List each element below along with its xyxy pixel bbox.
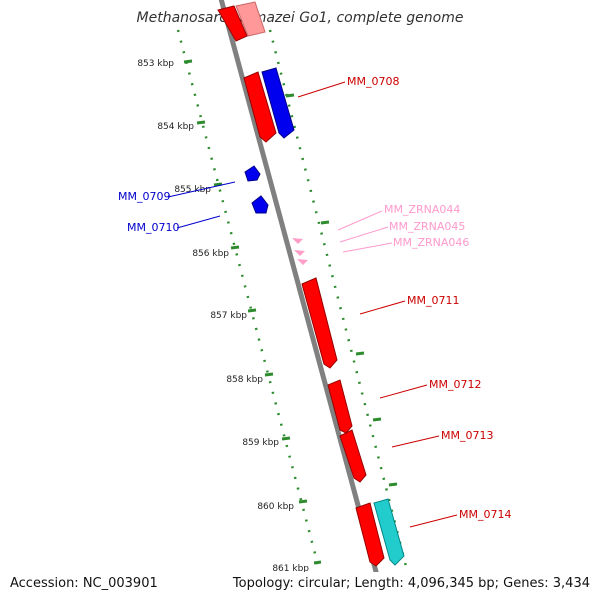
rna-feature-zrna045	[294, 250, 305, 256]
gene-feature-mm0711	[301, 277, 338, 369]
gene-label-zrna046: MM_ZRNA046	[393, 236, 469, 249]
kbp-label-858: 858 kbp	[226, 375, 263, 385]
gene-label-mm0713: MM_0713	[441, 429, 493, 442]
kbp-label-857: 857 kbp	[210, 311, 247, 321]
gene-label-zrna044: MM_ZRNA044	[384, 203, 460, 216]
gene-feature-blue-adjacent	[261, 67, 295, 139]
gene-label-mm0710: MM_0710	[127, 221, 179, 234]
rna-feature-zrna046	[297, 259, 308, 265]
gene-feature-mm0713	[339, 429, 367, 483]
kbp-label-861: 861 kbp	[272, 564, 309, 574]
kbp-label-856: 856 kbp	[192, 249, 229, 259]
gene-feature-mm0708	[243, 71, 277, 143]
accession-text: Accession: NC_003901	[10, 576, 158, 591]
label-connectors	[167, 81, 458, 528]
genome-backbone	[218, 0, 387, 600]
map-title: Methanosarcina mazei Go1, complete genom…	[137, 10, 464, 26]
inner-major-ticks	[285, 93, 398, 487]
outer-tick-ring	[176, 29, 320, 566]
gene-label-mm0712: MM_0712	[429, 378, 481, 391]
gene-feature-top-pink	[235, 1, 266, 37]
gene-label-zrna045: MM_ZRNA045	[389, 220, 465, 233]
genome-summary-text: Topology: circular; Length: 4,096,345 bp…	[232, 576, 590, 591]
gene-feature-mm0710	[251, 195, 269, 214]
gene-feature-mm0712	[327, 379, 353, 434]
kbp-label-854: 854 kbp	[157, 122, 194, 132]
gene-feature-mm0714	[355, 502, 385, 567]
gene-label-mm0709: MM_0709	[118, 190, 170, 203]
gene-feature-top-red	[217, 5, 248, 42]
footer-bar	[0, 572, 600, 600]
rna-feature-zrna044	[292, 238, 303, 244]
gene-label-mm0708: MM_0708	[347, 75, 399, 88]
gene-feature-cyan	[373, 498, 405, 566]
gene-feature-mm0709	[244, 165, 261, 182]
kbp-label-860: 860 kbp	[257, 502, 294, 512]
gene-label-mm0711: MM_0711	[407, 294, 459, 307]
kbp-label-853: 853 kbp	[137, 59, 174, 69]
kbp-label-855: 855 kbp	[174, 185, 211, 195]
kbp-label-859: 859 kbp	[242, 438, 279, 448]
gene-label-mm0714: MM_0714	[459, 508, 511, 521]
major-ticks	[183, 59, 322, 565]
